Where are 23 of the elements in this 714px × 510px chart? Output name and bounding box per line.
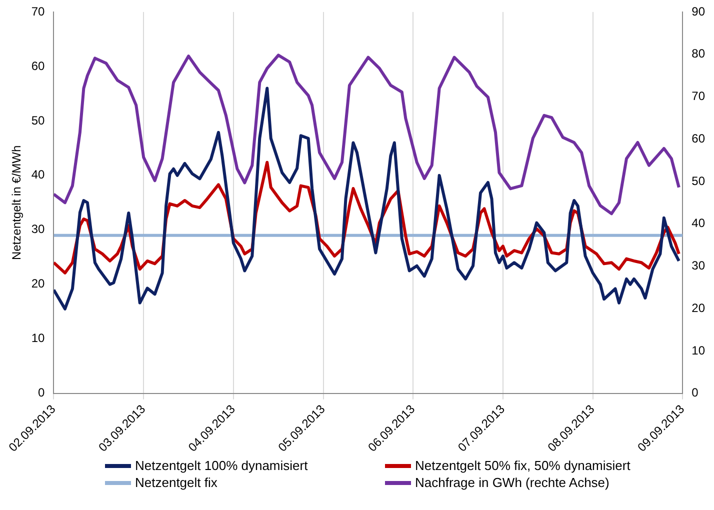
y2-tick-label: 10 <box>692 343 706 358</box>
legend-label: Netzentgelt fix <box>135 475 218 490</box>
y-tick-label: 60 <box>31 58 46 73</box>
legend-label: Netzentgelt 50% fix, 50% dynamisiert <box>415 458 630 473</box>
y2-tick-label: 20 <box>692 300 706 315</box>
y-tick-label: 50 <box>31 113 46 128</box>
legend-label: Netzentgelt 100% dynamisiert <box>135 458 308 473</box>
y2-tick-label: 30 <box>692 258 706 273</box>
legend-label: Nachfrage in GWh (rechte Achse) <box>415 475 610 490</box>
y2-tick-label: 0 <box>692 386 699 400</box>
y-tick-label: 10 <box>31 331 46 346</box>
y-tick-label: 30 <box>31 222 46 236</box>
y2-tick-label: 80 <box>692 46 706 61</box>
y2-tick-label: 90 <box>692 4 706 18</box>
y2-tick-label: 50 <box>692 174 706 188</box>
y-tick-label: 40 <box>31 168 46 182</box>
y-axis-title: Netzentgelt in €/MWh <box>10 145 24 260</box>
y-tick-label: 0 <box>38 386 46 400</box>
y-tick-label: 70 <box>31 4 46 18</box>
y-tick-label: 20 <box>31 276 46 291</box>
y2-tick-label: 70 <box>692 89 706 104</box>
y2-tick-label: 60 <box>692 131 706 146</box>
y2-tick-label: 40 <box>692 216 706 230</box>
